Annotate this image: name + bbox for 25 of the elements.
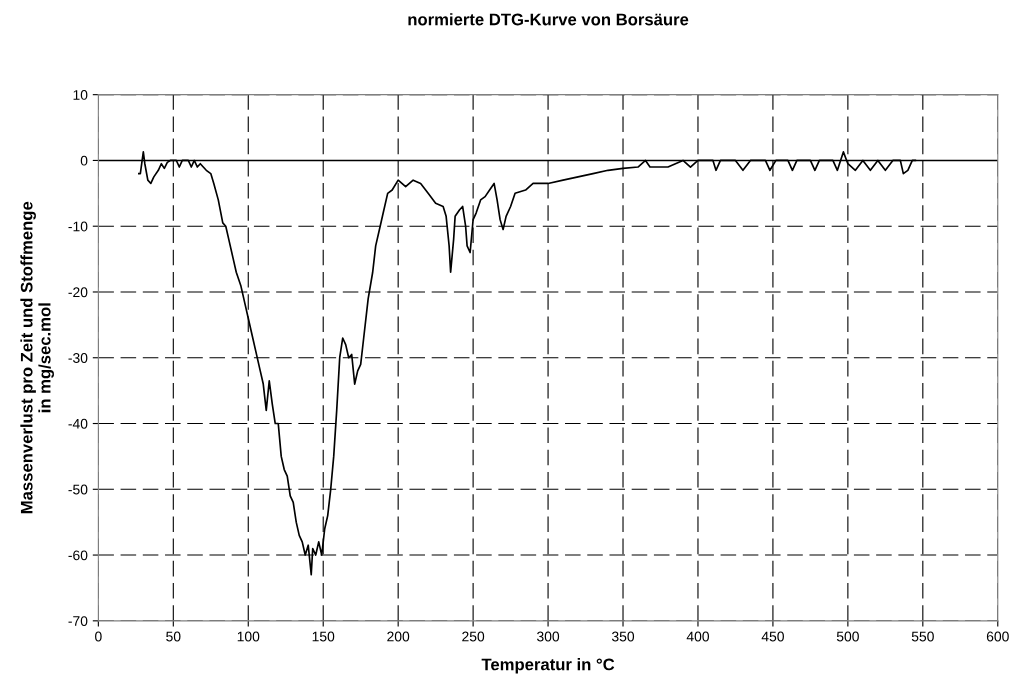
y-tick-label: -60 [68,550,88,561]
x-tick-label: 600 [986,631,1009,642]
x-tick-label: 400 [686,631,710,642]
x-tick-label: 450 [761,631,784,642]
x-tick-label: 300 [537,631,560,642]
x-tick-label: 50 [166,631,181,642]
x-tick-label: 250 [462,631,485,642]
y-tick-label: -10 [68,221,88,232]
x-tick-label: 200 [387,631,410,642]
y-tick-label: -40 [68,418,88,429]
y-tick-label: 0 [80,155,88,166]
x-tick-label: 350 [611,631,635,642]
y-tick-label: -70 [68,616,88,626]
chart-title: normierte DTG-Kurve von Borsäure [408,13,689,26]
x-tick-label: 0 [95,631,102,642]
x-axis-title: Temperatur in °C [481,658,615,674]
x-tick-label: 500 [836,631,859,642]
y-axis-title: Massenverlust pro Zeit und Stoffmenge in mg/sec.mol [20,201,54,514]
y-tick-label: -30 [68,353,88,363]
x-tick-label: 150 [312,631,335,642]
x-tick-label: 100 [237,631,260,642]
y-tick-label: -50 [68,484,88,495]
y-tick-label: -20 [68,287,88,298]
x-tick-label: 550 [911,631,934,642]
y-tick-label: 10 [73,90,88,100]
